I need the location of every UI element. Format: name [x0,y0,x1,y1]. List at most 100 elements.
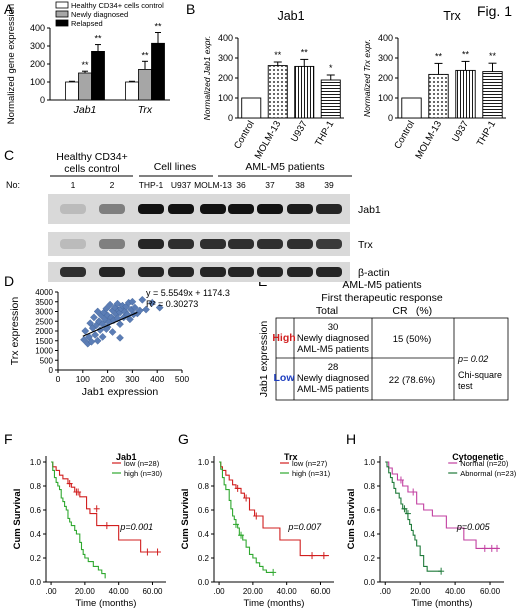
blot-band [138,204,164,214]
a-bar [125,81,139,101]
blot-no-label: No: [6,180,20,190]
d-y-tick-label: 3000 [35,308,53,317]
d-x-tick-label: 400 [150,374,164,384]
blot-band [287,204,313,214]
a-legend-label: Healthy CD34+ cells control [71,1,164,10]
a-y-axis-label: Normalized gene expression [6,4,17,124]
d-point [148,298,157,307]
a-bar [151,42,165,101]
blot-group-healthy-line2: cells control [64,163,119,175]
blot-lane-label: 37 [265,180,275,190]
blot-lane-label: 36 [236,180,246,190]
km-y-tick-label: 0.8 [364,482,376,491]
table-pvalue: p= 0.02 [457,354,488,364]
d-point [142,305,150,314]
km-pvalue: p=0.001 [119,522,153,532]
d-y-tick-label: 2500 [35,317,53,326]
d-y-tick-label: 2000 [35,327,53,336]
blot-row-label: Trx [358,239,374,251]
d-point [96,326,105,334]
km-y-tick-label: 0.4 [30,530,42,539]
d-point [87,337,96,346]
a-legend-swatch [55,10,69,18]
km-x-tick-label: .00 [46,587,58,596]
b-bar [267,65,288,119]
d-point [116,333,124,342]
blot-band [257,267,283,277]
d-x-axis-label: Jab1 expression [82,386,159,398]
km-legend-label: low (n=27) [292,459,328,468]
chart-h-survival-cytogenetic: 0.0 0.2 0.4 0.6 0.8 1.0 .00 20.00 40.00 60.00 Time… [346,452,517,609]
chart-b-trx: Trx 0 100 200 300 400 Normalized Trx expr. Cont… [362,9,506,161]
km-y-tick-label: 0.2 [364,554,376,563]
a-sig-label: ** [141,50,149,60]
km-y-tick-label: 1.0 [30,458,42,467]
km-x-tick-label: 60.00 [142,587,163,596]
panel-label-h: H [346,431,356,447]
km-curve [219,461,274,573]
b-sig-label: ** [435,51,443,61]
chart-a-expression: 0 100 200 300 400 Normalized gene expression *… [6,1,170,124]
d-y-axis-label: Trx expression [9,297,21,366]
b-y-tick-label: 300 [218,53,233,63]
b-title: Trx [443,9,461,23]
b-sig-label: * [329,63,333,73]
km-y-tick-label: 0.8 [30,482,42,491]
table-row-high-label: High [272,332,295,344]
blot-group-healthy-line1: Healthy CD34+ [56,151,128,163]
blot-band [200,267,226,277]
b-y-tick-label: 100 [218,93,233,103]
km-x-tick-label: 60.00 [310,587,331,596]
blot-band [168,239,194,249]
d-equation: y = 5.5549x + 1174.3 [146,288,230,298]
d-point [108,328,117,336]
km-x-tick-label: 40.00 [445,587,466,596]
km-x-tick-label: 20.00 [410,587,431,596]
b-y-tick-label: 0 [228,113,233,123]
b-x-tick-label: U937 [450,119,471,144]
b-bar [294,65,315,119]
a-legend-swatch [55,1,69,9]
a-sig-label: ** [94,34,102,44]
d-point [93,307,102,316]
blot-band [316,239,342,249]
chart-f-survival-jab1: 0.0 0.2 0.4 0.6 0.8 1.0 .00 20.00 40.00 60.00 Time… [12,452,166,609]
a-x-tick-label: Trx [138,104,153,116]
km-curve [219,461,329,557]
km-y-tick-label: 0.4 [198,530,210,539]
blot-band [60,267,86,277]
a-y-tick-label: 400 [30,23,45,33]
table-col-pct: (%) [416,305,432,317]
blot-band [138,267,164,277]
d-point [90,313,98,322]
km-x-axis-label: Time (months) [76,598,137,609]
table-high-total-n: 30 [328,322,339,333]
b-x-tick-label: THP-1 [475,119,498,148]
blot-band [228,204,254,214]
table-high-total-line3: AML-M5 patients [297,344,369,355]
km-y-axis-label: Cum Survival [346,489,357,550]
blot-lane-label: 39 [324,180,334,190]
b-y-tick-label: 300 [378,53,393,63]
d-y-tick-label: 4000 [35,288,53,297]
km-curve [385,461,499,549]
d-x-tick-label: 100 [76,374,90,384]
d-y-tick-label: 1500 [35,337,53,346]
b-y-tick-label: 100 [378,93,393,103]
km-y-axis-label: Cum Survival [180,489,191,550]
km-y-tick-label: 0.6 [30,506,42,515]
d-x-tick-label: 300 [125,374,139,384]
km-curve [385,461,442,572]
d-point [116,320,124,329]
panel-label-d: D [4,273,14,289]
panel-label-a: A [4,1,14,17]
km-x-tick-label: .00 [380,587,392,596]
table-row-low-label: Low [274,372,296,384]
km-curve [51,461,106,579]
km-x-tick-label: 40.00 [109,587,130,596]
km-title: Cytogenetic [452,452,504,462]
km-x-tick-label: 40.00 [277,587,298,596]
blot-row-label: β-actin [358,267,390,279]
a-y-tick-label: 100 [30,77,45,87]
a-legend-label: Newly diagnosed [71,10,128,19]
